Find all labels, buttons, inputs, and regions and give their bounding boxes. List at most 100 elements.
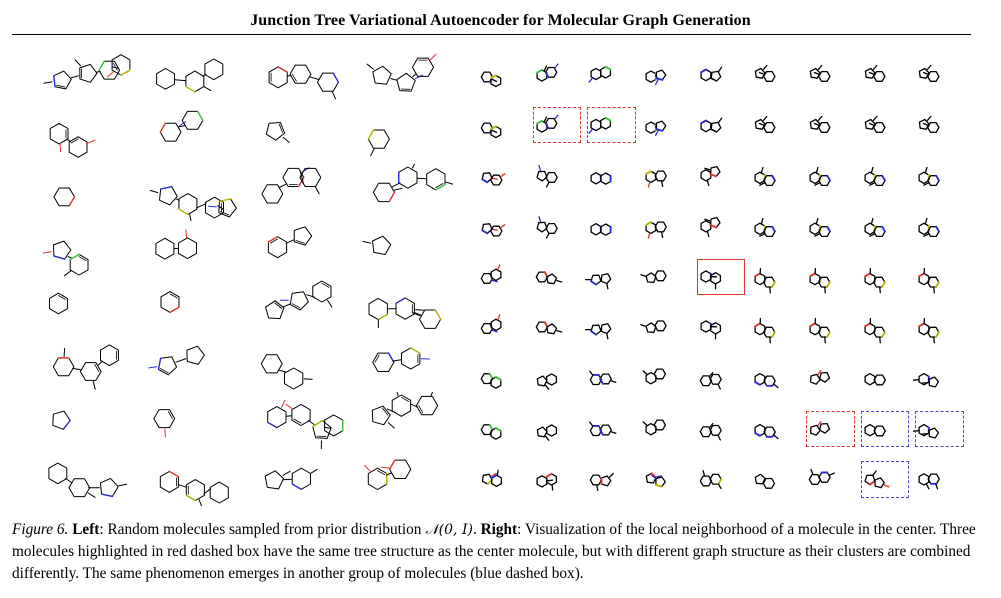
neighborhood-molecule bbox=[640, 151, 694, 201]
neighborhood-molecule bbox=[585, 303, 639, 353]
sampled-molecule bbox=[134, 392, 240, 449]
molecule-structure-drawing bbox=[588, 65, 612, 83]
molecule-structure-drawing bbox=[536, 215, 558, 239]
center-molecule-box bbox=[696, 258, 746, 296]
sampled-molecule bbox=[134, 164, 240, 221]
sampled-molecule bbox=[241, 392, 347, 449]
neighborhood-molecule bbox=[804, 50, 858, 100]
sampled-molecule bbox=[28, 107, 134, 164]
neighborhood-molecule bbox=[476, 50, 530, 100]
neighborhood-molecule bbox=[913, 253, 967, 303]
neighborhood-molecule bbox=[640, 50, 694, 100]
molecule-structure-drawing bbox=[755, 64, 776, 82]
neighborhood-molecule bbox=[749, 455, 803, 505]
molecule-structure-drawing bbox=[754, 473, 776, 490]
sampled-molecule bbox=[241, 221, 347, 278]
molecule-structure-drawing bbox=[699, 371, 722, 390]
molecule-structure-drawing bbox=[268, 64, 339, 100]
molecule-structure-drawing bbox=[535, 63, 559, 82]
molecule-structure-drawing bbox=[366, 53, 437, 92]
molecule-structure-drawing bbox=[264, 280, 332, 320]
molecule-structure-drawing bbox=[52, 344, 119, 390]
molecule-structure-drawing bbox=[535, 270, 563, 285]
molecule-structure-drawing bbox=[864, 217, 886, 238]
neighborhood-molecule bbox=[913, 101, 967, 151]
molecule-structure-drawing bbox=[42, 240, 89, 277]
molecule-structure-drawing bbox=[590, 172, 612, 186]
neighborhood-molecule bbox=[749, 50, 803, 100]
neighborhood-molecule bbox=[859, 101, 913, 151]
molecule-structure-drawing bbox=[699, 422, 722, 441]
molecule-structure-drawing bbox=[754, 372, 779, 389]
molecule-structure-drawing bbox=[918, 473, 941, 490]
neighborhood-molecule bbox=[749, 253, 803, 303]
neighborhood-molecule bbox=[859, 405, 913, 455]
neighborhood-molecule bbox=[859, 253, 913, 303]
left-panel-sampled-molecules bbox=[28, 50, 453, 506]
neighborhood-molecule bbox=[804, 253, 858, 303]
molecule-structure-drawing bbox=[809, 115, 831, 133]
neighborhood-molecule bbox=[859, 50, 913, 100]
molecule-structure-drawing bbox=[863, 267, 886, 294]
neighborhood-molecule bbox=[640, 354, 694, 404]
neighborhood-molecule bbox=[476, 405, 530, 455]
neighborhood-molecule bbox=[476, 151, 530, 201]
neighborhood-molecule bbox=[859, 202, 913, 252]
neighborhood-molecule bbox=[476, 253, 530, 303]
neighborhood-molecule bbox=[476, 455, 530, 505]
molecule-structure-drawing bbox=[645, 170, 667, 189]
neighborhood-molecule bbox=[531, 101, 585, 151]
neighborhood-molecule bbox=[695, 354, 749, 404]
molecule-structure-drawing bbox=[480, 372, 502, 389]
molecule-structure-drawing bbox=[918, 267, 941, 294]
molecule-structure-drawing bbox=[809, 267, 831, 294]
neighborhood-molecule bbox=[585, 202, 639, 252]
molecule-structure-drawing bbox=[645, 120, 667, 136]
molecule-structure-drawing bbox=[700, 269, 721, 290]
neighborhood-molecule bbox=[531, 354, 585, 404]
neighborhood-molecule bbox=[913, 50, 967, 100]
molecule-structure-drawing bbox=[536, 373, 557, 390]
molecule-structure-drawing bbox=[645, 472, 666, 488]
sampled-molecule bbox=[134, 278, 240, 335]
molecule-structure-drawing bbox=[367, 129, 390, 157]
molecule-structure-drawing bbox=[265, 122, 290, 143]
molecule-structure-drawing bbox=[49, 292, 68, 315]
red-dashed-highlight-box bbox=[587, 106, 636, 144]
molecule-structure-drawing bbox=[754, 267, 777, 294]
molecule-structure-drawing bbox=[260, 354, 313, 390]
molecule-structure-drawing bbox=[160, 291, 180, 314]
neighborhood-molecule bbox=[585, 151, 639, 201]
molecule-structure-drawing bbox=[589, 473, 615, 492]
neighborhood-molecule bbox=[859, 303, 913, 353]
neighborhood-molecule bbox=[749, 101, 803, 151]
molecule-structure-drawing bbox=[918, 318, 941, 344]
neighborhood-molecule bbox=[695, 151, 749, 201]
caption-after-math: . bbox=[472, 521, 477, 538]
molecule-structure-drawing bbox=[809, 420, 831, 436]
molecule-structure-drawing bbox=[536, 423, 557, 441]
neighborhood-molecule bbox=[640, 101, 694, 151]
sampled-molecule bbox=[347, 50, 453, 107]
neighborhood-molecule bbox=[859, 151, 913, 201]
neighborhood-molecule bbox=[585, 253, 639, 303]
molecule-structure-drawing bbox=[266, 399, 344, 449]
molecule-structure-drawing bbox=[919, 115, 940, 133]
molecule-structure-drawing bbox=[267, 226, 312, 259]
molecule-structure-drawing bbox=[371, 392, 438, 429]
header-rule bbox=[12, 34, 971, 35]
neighborhood-molecule bbox=[695, 405, 749, 455]
caption-left-title: Left bbox=[72, 521, 100, 538]
neighborhood-molecule bbox=[913, 303, 967, 353]
right-panel-local-neighborhood bbox=[476, 50, 968, 506]
molecule-structure-drawing bbox=[264, 467, 318, 490]
molecule-structure-drawing bbox=[260, 167, 321, 204]
molecule-structure-drawing bbox=[863, 318, 886, 344]
sampled-molecule bbox=[241, 278, 347, 335]
molecule-structure-drawing bbox=[368, 297, 442, 329]
molecule-structure-drawing bbox=[585, 323, 612, 340]
molecule-structure-drawing bbox=[918, 167, 941, 187]
sampled-molecule bbox=[134, 335, 240, 392]
neighborhood-molecule bbox=[804, 101, 858, 151]
molecule-structure-drawing bbox=[864, 423, 886, 437]
